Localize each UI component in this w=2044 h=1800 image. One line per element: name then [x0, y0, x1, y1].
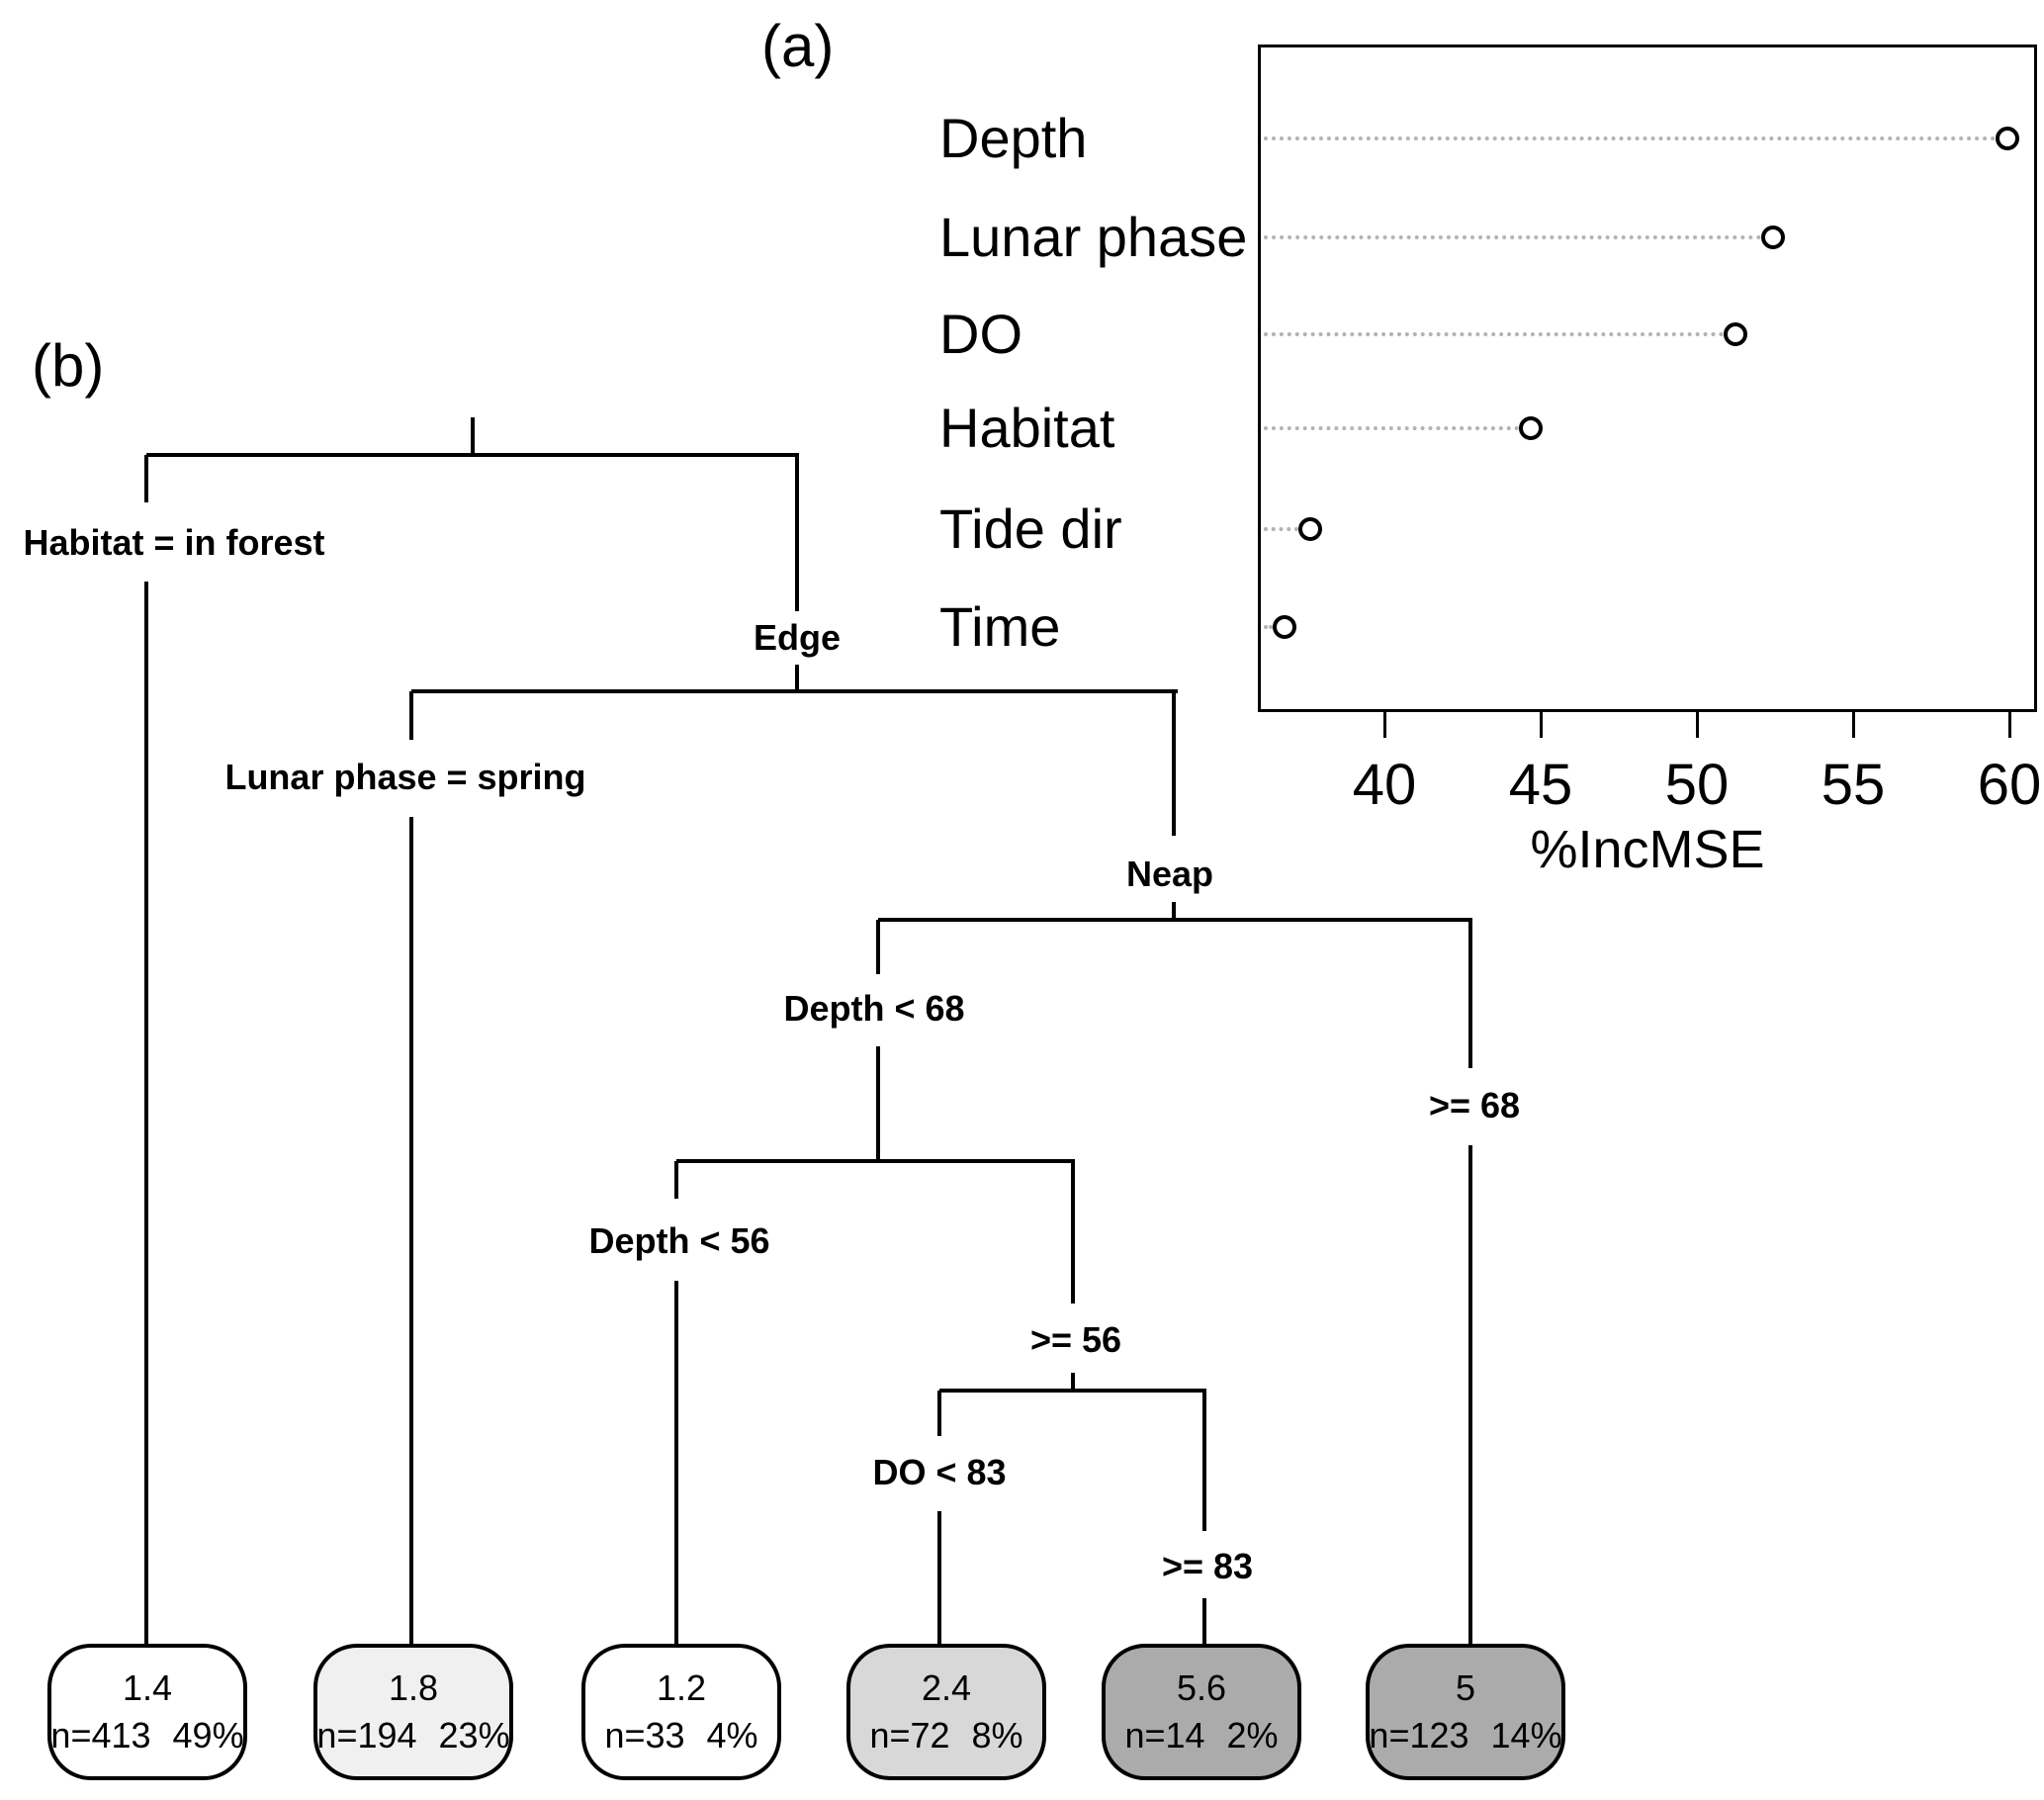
leaf-5-value: 5.6 — [1176, 1667, 1227, 1708]
leaf-3-n-row: n=33 4% — [604, 1712, 757, 1759]
dotchart-category-tide-dir: Tide dir — [939, 497, 1122, 560]
x-tick-label-55: 55 — [1821, 753, 1886, 817]
leaf-1-value: 1.4 — [122, 1667, 173, 1708]
data-point-lunar-phase — [1761, 225, 1785, 249]
dotchart-plot-box — [1258, 45, 2037, 712]
leaf-4-value: 2.4 — [921, 1667, 972, 1708]
dotchart-category-do: DO — [939, 303, 1022, 365]
branch-label-depth-lt-68: Depth < 68 — [783, 988, 965, 1029]
leaf-4-n-row: n=72 8% — [869, 1712, 1022, 1759]
leaf-1-n-row: n=413 49% — [50, 1712, 243, 1759]
branch-lunar-upper — [409, 691, 413, 740]
x-tick-label-40: 40 — [1352, 753, 1417, 817]
depth68-split-bar — [676, 1159, 1075, 1163]
branch-depth68-lower — [876, 1046, 880, 1161]
panel-a-tag: (a) — [761, 13, 835, 79]
leaf-2-pct: 23% — [438, 1715, 510, 1755]
leaf-node-3: 1.2 n=33 4% — [581, 1644, 781, 1780]
ge56-split-bar — [939, 1389, 1206, 1393]
edge-split-bar — [411, 689, 1178, 693]
x-tick-60 — [2008, 712, 2011, 738]
leaf-node-2: 1.8 n=194 23% — [313, 1644, 513, 1780]
guide-line-tide-dir — [1264, 527, 1298, 531]
dotchart-category-lunar-phase: Lunar phase — [939, 206, 1248, 268]
dotchart-category-habitat: Habitat — [939, 397, 1115, 459]
guide-line-habitat — [1264, 426, 1519, 430]
leaf-node-4: 2.4 n=72 8% — [846, 1644, 1046, 1780]
branch-edge-lower-stub — [795, 665, 799, 691]
branch-ge83-lower — [1202, 1598, 1206, 1644]
leaf-6-n: n=123 — [1369, 1715, 1469, 1755]
leaf-node-1: 1.4 n=413 49% — [47, 1644, 247, 1780]
leaf-2-n-row: n=194 23% — [316, 1712, 509, 1759]
branch-edge-upper — [795, 455, 799, 611]
leaf-node-5: 5.6 n=14 2% — [1102, 1644, 1301, 1780]
leaf-6-pct: 14% — [1490, 1715, 1562, 1755]
leaf-3-pct: 4% — [706, 1715, 758, 1755]
dotchart-category-time: Time — [939, 595, 1061, 658]
guide-line-lunar-phase — [1264, 235, 1761, 239]
x-tick-label-60: 60 — [1977, 753, 2042, 817]
data-point-habitat — [1519, 416, 1543, 440]
branch-lunar-lower — [409, 817, 413, 1644]
leaf-node-6: 5 n=123 14% — [1366, 1644, 1565, 1780]
branch-ge68-lower — [1468, 1145, 1472, 1644]
branch-do83-upper — [937, 1391, 941, 1436]
data-point-tide-dir — [1298, 517, 1322, 541]
panel-b-tag: (b) — [32, 332, 105, 399]
data-point-do — [1724, 322, 1747, 346]
branch-label-do-lt-83: DO < 83 — [872, 1452, 1007, 1492]
branch-ge56-upper — [1071, 1161, 1075, 1304]
branch-label-ge-56: >= 56 — [1029, 1319, 1122, 1360]
x-axis-title: %IncMSE — [1530, 820, 1765, 879]
branch-label-neap: Neap — [1125, 854, 1214, 894]
branch-depth56-upper — [674, 1161, 678, 1199]
branch-label-edge: Edge — [753, 617, 842, 658]
branch-neap-lower-stub — [1172, 902, 1176, 920]
leaf-4-n: n=72 — [869, 1715, 950, 1755]
branch-ge56-lower-stub — [1071, 1373, 1075, 1391]
branch-label-habitat-in-forest: Habitat = in forest — [23, 522, 325, 563]
leaf-5-n-row: n=14 2% — [1124, 1712, 1278, 1759]
dotchart-category-depth: Depth — [939, 107, 1088, 169]
leaf-4-pct: 8% — [971, 1715, 1023, 1755]
neap-split-bar — [878, 918, 1472, 922]
data-point-time — [1273, 615, 1296, 639]
x-tick-55 — [1852, 712, 1855, 738]
guide-line-do — [1264, 332, 1724, 336]
leaf-3-value: 1.2 — [656, 1667, 707, 1708]
guide-line-depth — [1264, 136, 1996, 140]
x-tick-45 — [1540, 712, 1543, 738]
branch-label-depth-lt-56: Depth < 56 — [588, 1220, 770, 1261]
branch-label-lunar-phase-spring: Lunar phase = spring — [224, 757, 586, 797]
leaf-1-pct: 49% — [172, 1715, 244, 1755]
data-point-depth — [1996, 127, 2019, 150]
x-tick-40 — [1383, 712, 1386, 738]
leaf-6-n-row: n=123 14% — [1369, 1712, 1561, 1759]
x-tick-50 — [1696, 712, 1699, 738]
x-tick-label-50: 50 — [1664, 753, 1730, 817]
leaf-5-n: n=14 — [1124, 1715, 1205, 1755]
branch-depth56-lower — [674, 1281, 678, 1644]
branch-label-ge-68: >= 68 — [1428, 1085, 1521, 1125]
tree-root-split-bar — [146, 453, 799, 457]
branch-ge68-upper — [1468, 920, 1472, 1068]
leaf-3-n: n=33 — [604, 1715, 685, 1755]
branch-label-ge-83: >= 83 — [1161, 1546, 1254, 1586]
branch-depth68-upper — [876, 920, 880, 974]
leaf-5-pct: 2% — [1226, 1715, 1279, 1755]
leaf-2-n: n=194 — [316, 1715, 417, 1755]
branch-habitat-lower — [144, 582, 148, 1644]
leaf-2-value: 1.8 — [388, 1667, 439, 1708]
branch-ge83-upper — [1202, 1391, 1206, 1531]
branch-neap-upper — [1172, 691, 1176, 836]
branch-habitat-upper — [144, 455, 148, 502]
leaf-6-value: 5 — [1455, 1667, 1476, 1708]
guide-line-time — [1264, 625, 1273, 629]
leaf-1-n: n=413 — [50, 1715, 151, 1755]
x-tick-label-45: 45 — [1508, 753, 1573, 817]
branch-do83-lower — [937, 1511, 941, 1644]
tree-root-stub — [471, 417, 475, 457]
